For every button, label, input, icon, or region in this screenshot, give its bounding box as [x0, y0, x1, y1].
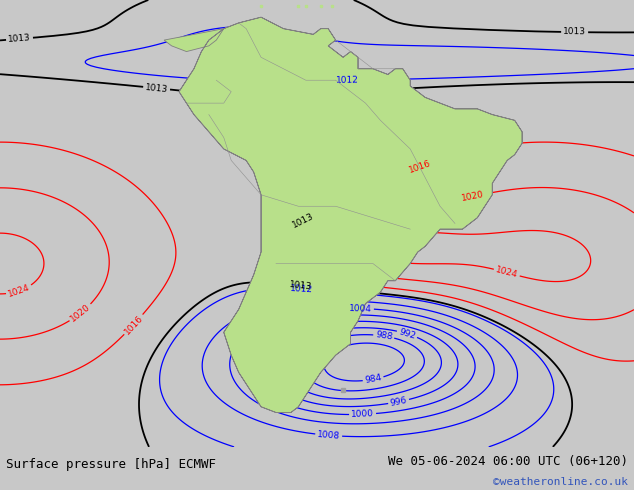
Text: 1024: 1024	[7, 283, 31, 299]
Text: We 05-06-2024 06:00 UTC (06+120): We 05-06-2024 06:00 UTC (06+120)	[387, 456, 628, 468]
Text: 1016: 1016	[122, 313, 145, 336]
Text: 1012: 1012	[289, 284, 313, 294]
Text: 1004: 1004	[349, 303, 372, 313]
Text: ©weatheronline.co.uk: ©weatheronline.co.uk	[493, 477, 628, 487]
Text: 1016: 1016	[408, 159, 432, 175]
Text: 996: 996	[389, 395, 408, 408]
Text: 988: 988	[375, 330, 393, 342]
Text: 1013: 1013	[145, 82, 169, 94]
Text: 992: 992	[398, 327, 417, 341]
Text: 1024: 1024	[495, 265, 519, 280]
Text: 1013: 1013	[8, 33, 31, 44]
Text: Surface pressure [hPa] ECMWF: Surface pressure [hPa] ECMWF	[6, 458, 216, 470]
Text: 1013: 1013	[563, 27, 586, 37]
Text: 1008: 1008	[317, 430, 340, 441]
Text: 1020: 1020	[69, 302, 93, 323]
Text: 1020: 1020	[461, 190, 485, 203]
Polygon shape	[164, 17, 522, 413]
Text: 984: 984	[364, 373, 382, 385]
Text: 1013: 1013	[291, 211, 316, 229]
Text: 1012: 1012	[336, 75, 359, 85]
Text: 1013: 1013	[289, 280, 313, 291]
Text: 1000: 1000	[351, 409, 374, 419]
